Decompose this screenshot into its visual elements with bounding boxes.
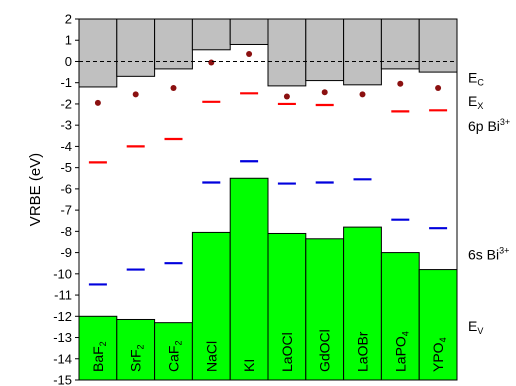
category-label: YPO4 [430, 337, 448, 372]
annotation-superscript: 3+ [500, 117, 510, 127]
category-label-subscript: 4 [438, 337, 448, 342]
exciton-dot [359, 91, 366, 98]
exciton-dot [283, 93, 290, 100]
band-annotation: 6s Bi3+ [468, 246, 509, 263]
category-label-base: KI [241, 359, 257, 372]
category-label-base: LaOBr [355, 331, 371, 372]
category-label: BaF2 [90, 341, 108, 372]
level-marks [88, 51, 448, 286]
plot-frame [78, 18, 458, 381]
category-label-subscript: 4 [400, 331, 410, 336]
category-label: SrF2 [128, 344, 146, 372]
valence-band-bar [343, 226, 382, 381]
y-tick-label: -11 [54, 288, 72, 303]
exciton-dot [208, 59, 215, 66]
valence-band-bar [380, 252, 420, 381]
category-label-base: BaF [90, 346, 106, 372]
y-tick-label: 2 [65, 12, 72, 27]
annotation-base: E [468, 69, 477, 85]
exciton-dot [170, 85, 177, 92]
category-label-subscript: 2 [98, 341, 108, 346]
category-label-base: LaPO [392, 336, 408, 372]
conduction-band-bar [343, 18, 382, 86]
band-annotation: EV [468, 318, 483, 336]
exciton-dot [397, 80, 404, 87]
y-tick-label: -2 [60, 96, 72, 111]
category-label: LaPO4 [392, 331, 410, 372]
y-tick-label: -14 [53, 351, 72, 366]
exciton-dot [94, 99, 101, 106]
category-label: CaF2 [166, 341, 184, 372]
y-tick-label: -3 [60, 118, 72, 133]
conduction-band-bar [267, 18, 307, 87]
y-tick-label: -6 [60, 181, 72, 196]
category-label-base: YPO [430, 342, 446, 372]
exciton-dot [246, 51, 253, 58]
category-label-base: CaF [166, 346, 182, 372]
y-tick-label: 1 [65, 33, 72, 48]
category-label-base: GdOCl [317, 329, 333, 372]
exciton-dot [132, 91, 139, 98]
category-label-subscript: 2 [174, 341, 184, 346]
valence-band-bar [78, 315, 118, 381]
category-label: NaCl [203, 341, 219, 372]
annotation-subscript: V [477, 326, 483, 336]
conduction-band-bar [191, 18, 231, 51]
y-tick-label: -10 [53, 266, 72, 281]
annotation-base: E [468, 93, 477, 109]
annotation-base: 6p Bi [468, 118, 500, 134]
y-tick-label: -9 [60, 245, 72, 260]
valence-band-bar [229, 177, 269, 381]
y-axis-label: VRBE (eV) [27, 153, 44, 226]
band-fills [78, 18, 458, 381]
annotation-superscript: 3+ [499, 246, 509, 256]
category-label-base: LaOCl [279, 332, 295, 372]
band-annotation: EX [468, 93, 483, 111]
annotation-base: E [468, 318, 477, 334]
y-tick-label: -5 [60, 160, 72, 175]
conduction-band-bar [418, 18, 458, 73]
band-annotation: 6p Bi3+ [468, 117, 510, 134]
y-axis-ticks: 2 1 0 -1 -2 -3 -4 -5 -6 -7 -8 -9 -10 -11 -12 -13 -14 -15 [53, 12, 79, 386]
category-label-subscript: 2 [136, 344, 146, 349]
conduction-band-bar [78, 18, 118, 88]
y-tick-label: -13 [53, 330, 72, 345]
y-tick-label: 0 [65, 54, 72, 69]
y-tick-label: -8 [60, 224, 72, 239]
annotation-subscript: C [477, 77, 484, 87]
y-tick-label: -12 [53, 309, 72, 324]
category-label: LaOCl [279, 332, 295, 372]
conduction-band-bar [380, 18, 420, 70]
y-tick-label: -7 [60, 203, 72, 218]
category-label: GdOCl [317, 329, 333, 372]
conduction-band-bar [116, 18, 156, 77]
category-label-base: NaCl [203, 341, 219, 372]
exciton-dot [321, 89, 328, 96]
y-tick-label: -4 [60, 139, 72, 154]
y-tick-label: -1 [60, 75, 72, 90]
valence-band-bar [116, 318, 156, 381]
annotation-subscript: X [477, 101, 483, 111]
annotation-base: 6s Bi [468, 247, 499, 263]
conduction-band-bar [229, 18, 269, 45]
category-label-base: SrF [128, 349, 144, 372]
conduction-band-bar [305, 18, 345, 82]
band-annotation: EC [468, 69, 484, 87]
category-label: LaOBr [355, 331, 371, 372]
y-tick-label: -15 [53, 373, 72, 386]
category-label: KI [241, 359, 257, 372]
exciton-dot [435, 85, 442, 92]
valence-band-bar [267, 232, 307, 381]
